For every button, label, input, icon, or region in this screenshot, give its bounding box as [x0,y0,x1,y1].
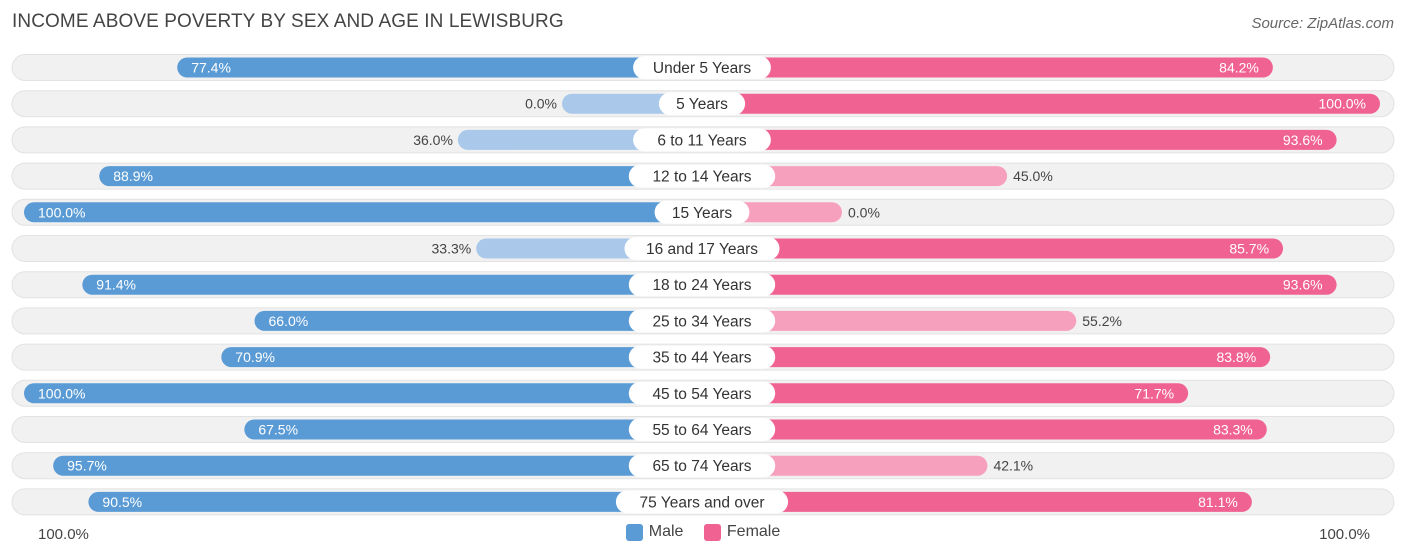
legend-item-female[interactable]: Female [703,523,781,541]
male-value-label: 70.9% [235,349,275,365]
female-bar [702,93,1380,114]
female-value-label: 55.2% [1082,313,1122,329]
male-value-label: 100.0% [38,204,85,220]
male-bar [99,166,703,187]
female-value-label: 100.0% [1319,96,1366,112]
male-bar [244,419,702,440]
female-bar [702,166,1008,187]
legend-item-male[interactable]: Male [625,523,684,541]
category-pill [633,128,771,152]
female-value-label: 83.8% [1216,349,1256,365]
female-bar [702,310,1077,331]
female-bar [702,347,1271,368]
female-value-label: 81.1% [1198,494,1238,510]
category-label: 55 to 64 Years [652,422,751,439]
female-value-label: 84.2% [1219,60,1259,76]
category-label: 16 and 17 Years [646,241,758,258]
male-bar [88,491,702,512]
female-bar [702,419,1267,440]
category-label: 35 to 44 Years [652,350,751,367]
female-bar [702,491,1252,512]
legend: Male Female [0,523,1406,546]
legend-label-male: Male [648,523,684,540]
category-pill [628,345,776,369]
category-label: 45 to 54 Years [652,386,751,403]
chart-title: INCOME ABOVE POVERTY BY SEX AND AGE IN L… [12,11,564,32]
category-label: 18 to 24 Years [652,277,751,294]
category-label: 15 Years [672,205,733,222]
male-bar [221,347,702,368]
male-bar [24,202,702,223]
category-pill [624,237,780,260]
male-bar [24,383,702,404]
category-label: 25 to 34 Years [652,313,751,330]
female-value-label: 85.7% [1229,241,1269,257]
male-value-label: 77.4% [191,60,231,76]
category-pill [628,309,776,333]
female-value-label: 0.0% [848,204,880,220]
male-value-label: 95.7% [67,458,107,474]
axis-left-label: 100.0% [38,526,89,543]
category-label: 75 Years and over [640,494,765,511]
legend-label-female: Female [726,523,781,540]
female-bar [702,129,1337,150]
female-bar [702,57,1273,78]
axis-right-label: 100.0% [1319,526,1370,543]
category-pill [628,418,776,441]
diverging-bar-chart: 77.4% 84.2% Under 5 Years 0.0% 100.0% 5 Years… [11,54,1395,516]
male-value-label: 91.4% [96,277,136,293]
female-value-label: 93.6% [1283,277,1323,293]
female-value-label: 93.6% [1283,132,1323,148]
female-bar [702,383,1189,404]
category-pill [628,164,776,188]
category-pill [628,454,776,478]
male-value-label: 66.0% [269,313,309,329]
category-label: 65 to 74 Years [652,458,751,475]
category-pill [628,381,776,405]
category-label: 12 to 14 Years [652,169,751,186]
category-pill [633,56,771,79]
category-pill [654,200,750,224]
female-value-label: 45.0% [1013,168,1053,184]
male-value-label: 100.0% [38,385,85,401]
category-label: 6 to 11 Years [657,132,747,149]
male-bar [53,455,703,476]
female-bar [702,238,1284,259]
male-value-label: 88.9% [113,168,153,184]
category-label: Under 5 Years [653,60,751,77]
female-value-label: 42.1% [993,458,1033,474]
female-value-label: 71.7% [1134,385,1174,401]
male-value-label: 90.5% [102,494,142,510]
category-pill [658,92,746,116]
male-value-label: 36.0% [413,132,453,148]
male-bar [177,57,702,78]
source-label: Source: ZipAtlas.com [1251,15,1394,32]
category-pill [615,490,789,514]
category-label: 5 Years [676,96,728,113]
female-bar [702,274,1337,295]
male-value-label: 0.0% [525,96,557,112]
male-value-label: 67.5% [258,422,298,438]
male-bar [254,310,702,331]
male-bar [82,274,703,295]
legend-swatch-male [625,523,643,541]
category-pill [628,273,776,297]
female-value-label: 83.3% [1213,422,1253,438]
male-value-label: 33.3% [432,241,472,257]
legend-swatch-female [703,523,721,541]
